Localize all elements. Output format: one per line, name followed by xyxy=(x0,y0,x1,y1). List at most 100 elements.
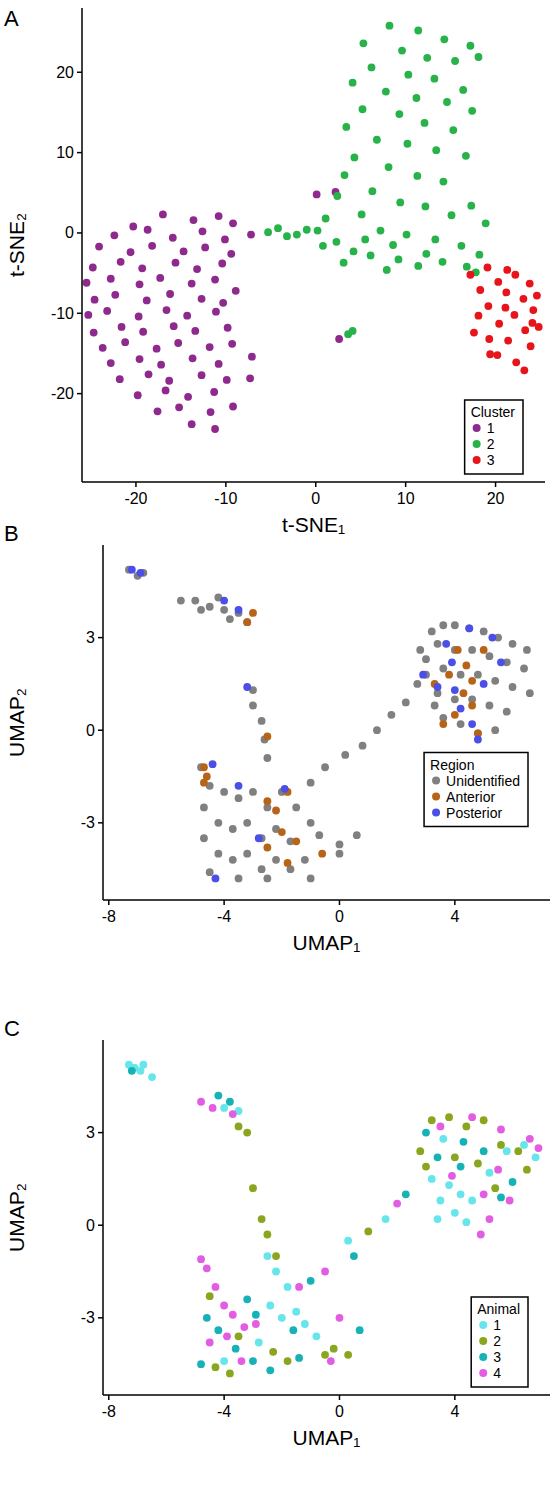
point xyxy=(457,1163,465,1171)
point xyxy=(243,618,251,626)
point xyxy=(258,865,266,873)
point xyxy=(128,566,136,574)
x-tick-label: -8 xyxy=(102,1403,116,1420)
point xyxy=(497,1194,505,1202)
point xyxy=(351,154,359,162)
point xyxy=(497,1126,505,1134)
point xyxy=(491,726,499,734)
point xyxy=(138,264,146,272)
point xyxy=(292,803,300,811)
legend-title: Animal xyxy=(477,1301,520,1317)
point xyxy=(135,313,143,321)
point xyxy=(143,297,151,305)
point xyxy=(460,1138,468,1146)
point xyxy=(221,235,229,243)
point xyxy=(503,708,511,716)
point xyxy=(484,302,492,310)
y-tick-label: 0 xyxy=(86,722,95,739)
point xyxy=(314,227,322,235)
point xyxy=(183,312,191,320)
y-tick-label: 0 xyxy=(65,224,74,241)
point xyxy=(197,1360,205,1368)
point xyxy=(232,1345,240,1353)
point xyxy=(484,264,492,272)
point xyxy=(344,1237,352,1245)
point xyxy=(172,259,180,267)
point xyxy=(177,597,185,605)
point xyxy=(491,1184,499,1192)
point xyxy=(367,252,375,260)
point xyxy=(382,88,390,96)
point xyxy=(422,655,430,663)
point xyxy=(207,408,215,416)
point xyxy=(468,677,476,685)
point xyxy=(463,263,471,271)
legend-marker xyxy=(432,793,440,801)
point xyxy=(443,98,451,106)
point xyxy=(462,152,470,160)
y-tick xyxy=(77,393,82,395)
point xyxy=(148,242,156,250)
point xyxy=(413,94,421,102)
point xyxy=(335,335,343,343)
point xyxy=(359,105,367,113)
legend: Animal1234 xyxy=(471,1297,528,1387)
point xyxy=(341,751,349,759)
point xyxy=(269,1348,277,1356)
series xyxy=(206,1113,531,1377)
point xyxy=(462,661,470,669)
point xyxy=(321,763,329,771)
point xyxy=(301,1320,309,1328)
point xyxy=(235,874,243,882)
point xyxy=(457,242,465,250)
point xyxy=(139,1061,147,1069)
point xyxy=(166,290,174,298)
point xyxy=(445,1113,453,1121)
x-tick xyxy=(339,1395,341,1400)
point xyxy=(188,420,196,428)
point xyxy=(402,699,410,707)
point xyxy=(274,224,282,232)
point xyxy=(423,54,431,62)
point xyxy=(533,292,541,300)
point xyxy=(440,178,448,186)
x-tick xyxy=(315,482,317,487)
point xyxy=(211,276,219,284)
point xyxy=(462,1123,470,1131)
point xyxy=(249,1184,257,1192)
point xyxy=(139,328,147,336)
x-axis-label: UMAP₁ xyxy=(293,931,361,954)
y-axis xyxy=(81,8,83,482)
point xyxy=(526,280,534,288)
x-tick-label: -10 xyxy=(214,490,237,507)
point xyxy=(353,831,361,839)
point xyxy=(535,1144,543,1152)
point xyxy=(321,1268,329,1276)
point xyxy=(184,393,192,401)
point xyxy=(214,850,222,858)
y-axis-label: UMAP₂ xyxy=(5,1183,28,1252)
point xyxy=(359,39,367,47)
series xyxy=(128,1067,516,1374)
point xyxy=(361,235,369,243)
point xyxy=(486,702,494,710)
point xyxy=(84,311,92,319)
x-tick xyxy=(454,900,456,905)
y-tick-label: -10 xyxy=(51,305,74,322)
point xyxy=(129,223,137,231)
point xyxy=(249,609,257,617)
y-tick xyxy=(98,822,103,824)
point xyxy=(162,387,170,395)
point xyxy=(206,1339,214,1347)
point xyxy=(235,1123,243,1131)
point xyxy=(95,243,103,251)
y-tick-label: 0 xyxy=(86,1217,95,1234)
point xyxy=(422,1129,430,1137)
point xyxy=(395,256,403,264)
point xyxy=(295,1354,303,1362)
legend-marker xyxy=(473,456,481,464)
point xyxy=(263,1252,271,1260)
point xyxy=(457,720,465,728)
point xyxy=(292,1308,300,1316)
point xyxy=(333,192,341,200)
